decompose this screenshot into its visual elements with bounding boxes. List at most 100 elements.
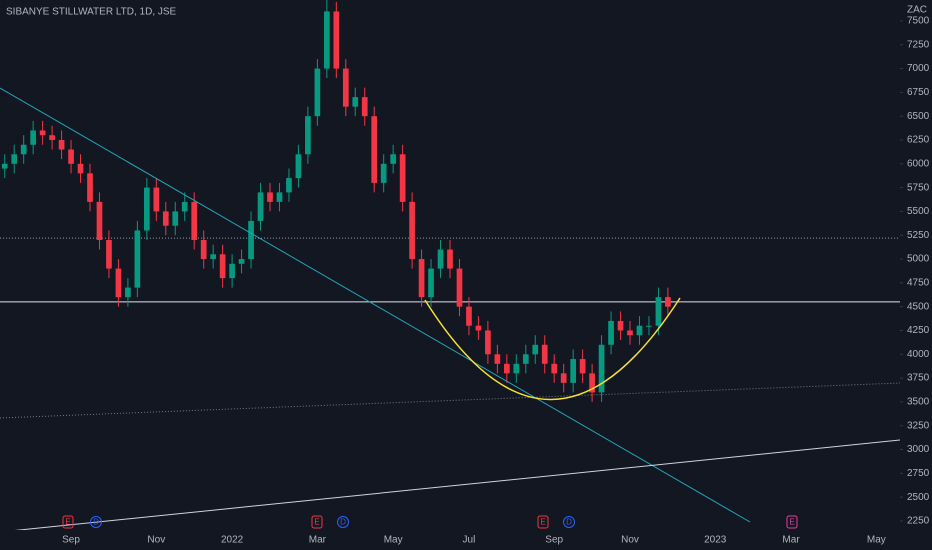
- y-tick-label: 3750: [907, 373, 930, 384]
- candle-body: [665, 297, 671, 307]
- candle-body: [153, 187, 160, 212]
- y-tick-label: 7500: [907, 16, 930, 27]
- candle-body: [324, 11, 330, 69]
- event-label: D: [93, 518, 99, 527]
- x-tick-label: Mar: [782, 535, 800, 546]
- candle-body: [87, 173, 93, 202]
- candle-body: [248, 220, 254, 260]
- y-tick-label: 3000: [907, 444, 930, 455]
- y-tick-label: 2750: [907, 468, 930, 479]
- candle-body: [485, 330, 491, 355]
- candle-body: [409, 201, 415, 260]
- candle-body: [494, 354, 501, 364]
- x-tick-label: May: [384, 535, 403, 546]
- event-icon: [786, 515, 798, 529]
- candle-body: [627, 330, 633, 336]
- candle-body: [361, 97, 368, 117]
- candle-body: [229, 263, 235, 279]
- candle-body: [125, 287, 131, 298]
- y-tick-label: 3250: [907, 420, 930, 431]
- event-icon: [537, 515, 549, 529]
- y-tick-label: 6500: [907, 111, 930, 122]
- y-tick-label: 3500: [907, 397, 930, 408]
- candle-body: [532, 344, 539, 355]
- drawings: [0, 87, 900, 530]
- y-tick-label: 6750: [907, 87, 930, 98]
- event-icon: [563, 516, 575, 528]
- candle-body: [646, 325, 652, 327]
- candle-body: [428, 268, 434, 298]
- y-tick-label: 4250: [907, 325, 930, 336]
- y-tick-label: 5000: [907, 254, 930, 265]
- candle-body: [191, 201, 198, 240]
- candle-body: [49, 135, 55, 140]
- y-tick-label: 7250: [907, 39, 930, 50]
- candle-body: [39, 130, 46, 136]
- candle-body: [1, 163, 8, 169]
- candle-body: [617, 320, 624, 331]
- event-label: E: [65, 518, 70, 527]
- candle-body: [134, 230, 141, 288]
- candle-body: [181, 201, 188, 212]
- x-tick-label: 2022: [221, 535, 244, 546]
- x-tick-label: May: [867, 535, 886, 546]
- candle-body: [58, 140, 65, 150]
- y-tick-label: 2500: [907, 492, 930, 503]
- candle-body: [636, 325, 643, 336]
- event-label: D: [566, 518, 572, 527]
- trendline: [0, 382, 900, 419]
- candle-body: [267, 192, 273, 202]
- candle-body: [504, 363, 510, 374]
- candle-body: [371, 116, 378, 183]
- candle-body: [20, 144, 27, 155]
- candle-body: [456, 268, 463, 307]
- candle-body: [305, 116, 311, 155]
- plot-area: [0, 0, 900, 402]
- candle-body: [162, 211, 169, 226]
- x-tick-label: Nov: [621, 535, 639, 546]
- candle-body: [598, 344, 605, 393]
- y-tick-label: 6000: [907, 158, 930, 169]
- y-tick-label: 7000: [907, 63, 930, 74]
- x-tick-label: Jul: [463, 535, 476, 546]
- candle-body: [144, 187, 150, 231]
- candle-body: [608, 320, 614, 345]
- candle-body: [522, 354, 529, 364]
- candle-body: [210, 254, 216, 260]
- candle-body: [295, 154, 302, 179]
- candle-body: [257, 192, 264, 221]
- event-label: D: [340, 518, 346, 527]
- y-tick-label: 5750: [907, 182, 930, 193]
- trendline: [0, 87, 751, 523]
- x-tick-label: 2023: [704, 535, 727, 546]
- x-tick-label: Sep: [62, 535, 80, 546]
- candle-body: [655, 297, 662, 326]
- y-tick-label: 2250: [907, 516, 930, 527]
- candle-body: [68, 149, 74, 164]
- candle-body: [475, 325, 482, 331]
- candle-body: [447, 249, 453, 269]
- x-tick-label: Nov: [147, 535, 165, 546]
- candle-body: [589, 373, 595, 393]
- candle-body: [172, 211, 179, 226]
- event-icon: [62, 515, 74, 529]
- candle-body: [513, 363, 520, 374]
- currency-label: ZAC: [907, 5, 927, 16]
- y-tick-label: 4750: [907, 277, 930, 288]
- candle-body: [219, 254, 226, 279]
- candle-body: [399, 154, 406, 202]
- y-tick-label: 4500: [907, 301, 930, 312]
- x-tick-label: Mar: [309, 535, 327, 546]
- cup-curve: [424, 297, 681, 401]
- candle-body: [115, 268, 122, 298]
- y-tick-label: 6250: [907, 135, 930, 146]
- candle-body: [342, 68, 349, 107]
- candle-body: [579, 359, 586, 374]
- event-label: E: [314, 518, 319, 527]
- candle-body: [333, 11, 340, 69]
- event-icon: [337, 516, 349, 528]
